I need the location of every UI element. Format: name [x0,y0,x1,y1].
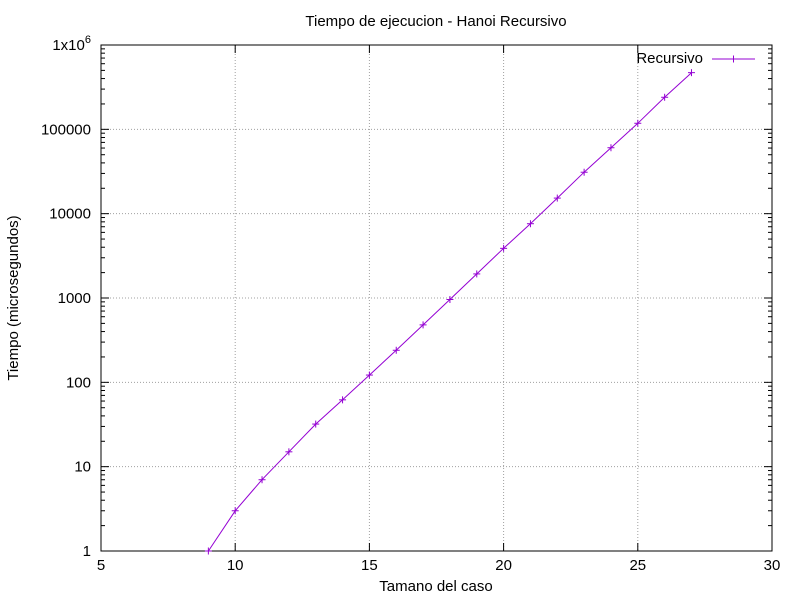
legend-label-recursivo: Recursivo [636,50,703,67]
x-axis-label: Tamano del caso [379,578,492,595]
data-point [312,420,320,428]
y-tick-label: 10 [74,459,91,476]
y-axis-label: Tiempo (microsegundos) [5,215,22,380]
data-point [634,119,642,127]
x-tick-label: 5 [97,557,105,574]
data-point [687,69,695,77]
data-point [553,194,561,202]
tick-labels: 5 10 15 20 25 30 1 10 100 1000 10000 100000 1x106 [41,34,780,574]
y-tick-label: 10000 [49,206,91,223]
data-point [580,168,588,176]
series-layer [204,69,695,555]
grid-lines [101,45,772,551]
data-point [204,547,212,555]
data-point [231,507,239,515]
data-point [661,93,669,101]
chart-title: Tiempo de ejecucion - Hanoi Recursivo [305,13,566,30]
legend-sample [712,55,755,63]
data-point [419,321,427,329]
legend: Recursivo [636,50,755,67]
data-point [500,244,508,252]
x-tick-label: 10 [227,557,244,574]
data-point [473,270,481,278]
y-tick-exponent: 6 [85,34,91,46]
x-tick-label: 15 [361,557,378,574]
y-tick-label: 100000 [41,121,91,138]
x-tick-label: 30 [764,557,781,574]
data-point [607,144,615,152]
y-tick-label: 100 [66,374,91,391]
data-point [392,346,400,354]
data-point [446,295,454,303]
x-tick-label: 20 [495,557,512,574]
plot-border [100,44,773,552]
data-point [258,476,266,484]
x-tick-label: 25 [629,557,646,574]
y-tick-label: 1 [83,543,91,560]
data-point [285,448,293,456]
series-line-recursivo [207,72,692,552]
y-tick-label: 1x106 [52,34,91,54]
data-point [365,371,373,379]
data-point [339,396,347,404]
data-point [526,220,534,228]
y-tick-label: 1000 [58,290,91,307]
